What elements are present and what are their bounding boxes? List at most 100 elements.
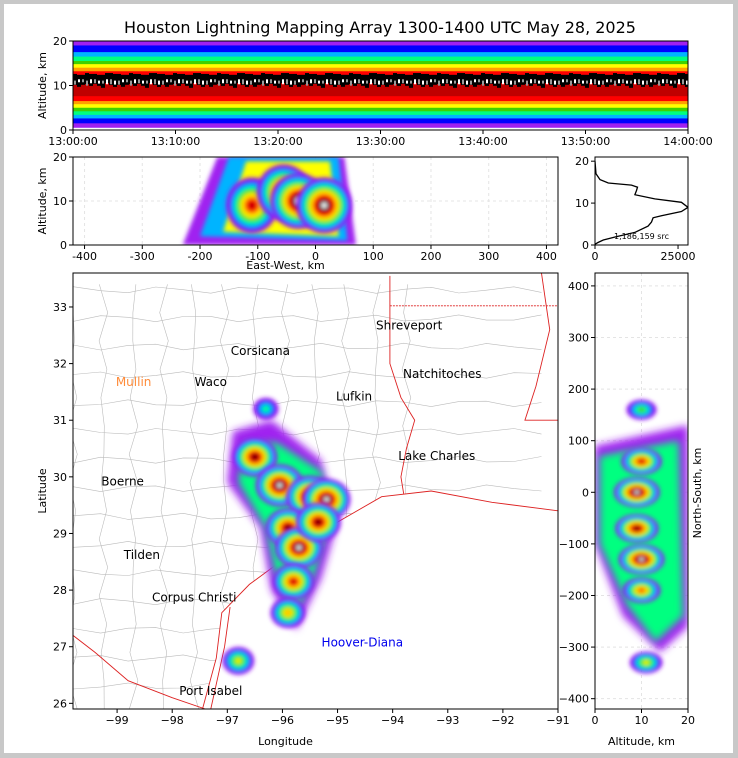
county-line [189, 284, 199, 709]
y-tick-label: 400 [568, 280, 589, 293]
x-tick-label: 13:10:00 [151, 135, 200, 148]
y-tick-label: −100 [559, 538, 589, 551]
y-tick-label: 20 [53, 35, 67, 48]
x-tick-label: -200 [188, 250, 213, 263]
histogram-line [595, 161, 688, 245]
y-axis-label: North-South, km [691, 448, 704, 539]
y-tick-label: 10 [53, 80, 67, 93]
county-line [98, 284, 109, 709]
storm-cell-ns-0 [613, 477, 660, 508]
y-tick-label: 32 [53, 358, 67, 371]
y-tick-label: 10 [53, 195, 67, 208]
rio-grande-border [73, 635, 206, 709]
x-tick-label: -100 [245, 250, 270, 263]
county-line [73, 342, 542, 351]
altitude-time-density [73, 41, 688, 128]
x-tick-label: −94 [381, 714, 404, 727]
x-tick-label: 13:20:00 [253, 135, 302, 148]
storm-cell-8 [270, 597, 306, 629]
storm-density [222, 397, 351, 675]
y-tick-label: −200 [559, 589, 589, 602]
mississippi-river-border [524, 273, 558, 421]
x-tick-label: −96 [271, 714, 294, 727]
x-axis-label: Altitude, km [608, 735, 675, 748]
x-tick-label: 0 [592, 714, 599, 727]
y-tick-label: 20 [53, 151, 67, 164]
city-label: Waco [195, 375, 227, 389]
x-tick-label: −95 [326, 714, 349, 727]
y-tick-label: 0 [60, 124, 67, 137]
storm-cell-6 [295, 502, 341, 542]
y-axis-label: Altitude, km [36, 52, 49, 119]
x-tick-label: −92 [491, 714, 514, 727]
county-line [73, 427, 542, 436]
x-tick-label: −91 [546, 714, 569, 727]
x-axis-label: East-West, km [246, 259, 324, 272]
storm-cell-7 [272, 563, 315, 600]
x-tick-label: −97 [216, 714, 239, 727]
y-tick-label: 29 [53, 527, 67, 540]
x-axis-label: Longitude [258, 735, 313, 748]
x-tick-label: −98 [161, 714, 184, 727]
x-tick-label: 400 [536, 250, 557, 263]
city-label: Natchitoches [403, 367, 481, 381]
x-tick-label: −93 [436, 714, 459, 727]
y-tick-label: 0 [60, 239, 67, 252]
x-tick-label: 100 [363, 250, 384, 263]
city-label: Hoover-Diana [322, 636, 404, 650]
storm-cell-9 [222, 646, 255, 675]
tx-la-border [389, 275, 416, 494]
county-line [73, 371, 542, 379]
source-count-annotation: 1,186,159 src [614, 232, 669, 241]
storm-cell-ns-5 [626, 399, 657, 420]
county-line [73, 286, 542, 294]
x-tick-label: 25000 [661, 250, 696, 263]
county-line [128, 284, 139, 709]
county-line [73, 314, 542, 323]
x-tick-label: -300 [130, 250, 155, 263]
northsouth-density [595, 399, 688, 674]
city-label: Mullin [116, 375, 152, 389]
y-tick-label: 10 [575, 197, 589, 210]
y-tick-label: −400 [559, 693, 589, 706]
x-tick-label: 200 [420, 250, 441, 263]
y-tick-label: 28 [53, 584, 67, 597]
histogram-axes [594, 156, 689, 246]
plan-view-axes [72, 272, 559, 710]
x-tick-label: 300 [478, 250, 499, 263]
gulf-water [202, 491, 558, 709]
city-label: Corpus Christi [152, 590, 237, 604]
y-tick-label: 300 [568, 331, 589, 344]
barrier-island [210, 607, 231, 709]
y-tick-label: 27 [53, 641, 67, 654]
figure-frame: Houston Lightning Mapping Array 1300-140… [4, 4, 733, 753]
county-line [159, 284, 169, 709]
y-tick-label: −300 [559, 641, 589, 654]
city-label: Port Isabel [179, 684, 242, 698]
x-tick-label: 0 [592, 250, 599, 263]
city-label: Lufkin [336, 389, 372, 403]
lma-figure: Houston Lightning Mapping Array 1300-140… [36, 18, 713, 748]
x-tick-label: -400 [72, 250, 97, 263]
x-tick-label: 10 [635, 714, 649, 727]
eastwest-density [182, 157, 356, 245]
city-label: Shreveport [376, 319, 443, 333]
storm-cell-ns-2 [618, 544, 665, 575]
x-tick-label: 13:30:00 [356, 135, 405, 148]
histogram-plot [595, 161, 688, 245]
y-tick-label: 100 [568, 435, 589, 448]
y-tick-label: 200 [568, 383, 589, 396]
county-line [73, 399, 542, 407]
y-tick-label: 31 [53, 414, 67, 427]
storm-cell-ns-6 [629, 651, 663, 674]
y-tick-label: 26 [53, 697, 67, 710]
y-tick-label: 0 [582, 486, 589, 499]
x-tick-label: 20 [681, 714, 695, 727]
x-tick-label: 14:00:00 [663, 135, 712, 148]
y-tick-label: 20 [575, 155, 589, 168]
y-tick-label: 30 [53, 471, 67, 484]
city-label: Corsicana [231, 344, 290, 358]
x-tick-label: 0 [312, 250, 319, 263]
x-tick-label: −99 [105, 714, 128, 727]
x-tick-label: 13:40:00 [458, 135, 507, 148]
